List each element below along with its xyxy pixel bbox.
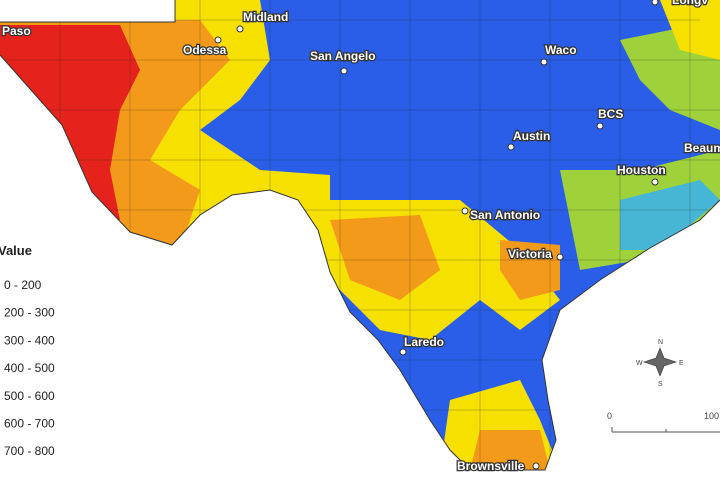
city-marker	[340, 67, 348, 75]
scale-label: 0	[607, 411, 612, 421]
city-label: Beaum	[684, 141, 720, 155]
legend-item: 300 - 400	[4, 333, 55, 347]
city-marker	[399, 348, 407, 356]
city-label: Houston	[617, 163, 666, 177]
legend: Value 0 - 200 200 - 300 300 - 400 400 - 500…	[0, 243, 55, 458]
compass: N E S W	[636, 339, 684, 388]
city-marker	[461, 207, 469, 215]
scale-label: 100	[704, 411, 719, 421]
city-marker	[651, 0, 659, 6]
city-marker	[556, 253, 564, 261]
city-marker	[532, 462, 540, 470]
compass-label: E	[679, 360, 684, 367]
compass-label: S	[658, 381, 663, 388]
city-label: San Antonio	[470, 208, 540, 222]
city-marker	[507, 143, 515, 151]
city-marker	[214, 36, 222, 44]
city-label: San Angelo	[310, 49, 376, 63]
legend-item: 400 - 500	[4, 361, 55, 375]
city-label: Brownsville	[457, 459, 525, 473]
legend-title: Value	[0, 243, 32, 258]
city-label: Odessa	[183, 43, 227, 57]
city-marker	[596, 122, 604, 130]
city-label: Waco	[545, 43, 577, 57]
city-marker	[651, 178, 659, 186]
compass-label: W	[636, 360, 643, 367]
city-marker	[540, 58, 548, 66]
legend-item: 200 - 300	[4, 306, 55, 320]
city-label: Victoria	[508, 247, 552, 261]
city-label: Austin	[513, 129, 550, 143]
scale-bar: 0 100	[607, 411, 720, 433]
compass-label: N	[658, 339, 663, 346]
legend-item: 0 - 200	[4, 278, 42, 292]
legend-item: 500 - 600	[4, 389, 55, 403]
city-label: Longv	[672, 0, 708, 7]
city-label: BCS	[598, 107, 623, 121]
legend-item: 600 - 700	[4, 417, 55, 431]
city-label: Laredo	[404, 335, 444, 349]
city-label: Midland	[243, 10, 288, 24]
city-marker	[236, 25, 244, 33]
legend-item: 700 - 800	[4, 444, 55, 458]
city-label: Paso	[2, 24, 31, 38]
